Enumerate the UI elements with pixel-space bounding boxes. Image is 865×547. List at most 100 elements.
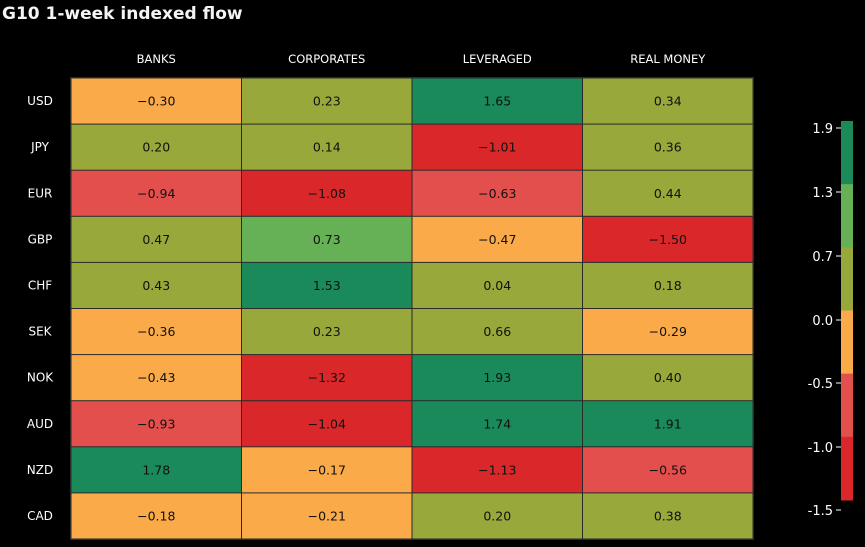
row-label: AUD xyxy=(27,417,53,431)
cell-value-label: −0.29 xyxy=(649,324,687,339)
colorbar-tick-label: -1.5 xyxy=(808,504,833,519)
heatmap-cell xyxy=(242,170,412,216)
row-label: USD xyxy=(27,94,53,108)
heatmap-cell xyxy=(71,124,241,170)
cell-value-label: 0.73 xyxy=(313,232,341,247)
heatmap-cell xyxy=(242,401,412,447)
cell-value-label: −0.17 xyxy=(308,462,346,477)
colorbar-band xyxy=(841,121,853,185)
heatmap-cell xyxy=(71,401,241,447)
heatmap-cell xyxy=(412,170,582,216)
cell-value-label: 0.47 xyxy=(142,232,170,247)
heatmap-cell xyxy=(71,262,241,308)
row-label: JPY xyxy=(30,140,50,154)
heatmap-cell xyxy=(71,309,241,355)
row-label: CAD xyxy=(27,509,53,523)
cell-value-label: 1.65 xyxy=(483,94,511,109)
heatmap-cell xyxy=(583,355,753,401)
row-label: NZD xyxy=(27,463,53,477)
colorbar-band xyxy=(841,247,853,311)
heatmap-cell xyxy=(412,355,582,401)
cell-value-label: −1.13 xyxy=(478,462,516,477)
heatmap-cell xyxy=(412,309,582,355)
cell-value-label: 1.74 xyxy=(483,416,511,431)
cell-value-label: 0.36 xyxy=(654,140,682,155)
heatmap-cell xyxy=(583,262,753,308)
heatmap-cell xyxy=(242,78,412,124)
cell-value-label: −1.04 xyxy=(308,416,346,431)
cell-value-label: 0.34 xyxy=(654,94,682,109)
heatmap-cell xyxy=(242,447,412,493)
cell-value-label: 0.20 xyxy=(483,508,511,523)
heatmap-cell xyxy=(242,355,412,401)
cell-value-label: −0.93 xyxy=(137,416,175,431)
heatmap-cell xyxy=(71,447,241,493)
colorbar-tick-label: 0.0 xyxy=(812,314,833,329)
cell-value-label: −0.56 xyxy=(649,462,687,477)
cell-value-label: −0.43 xyxy=(137,370,175,385)
cell-value-label: 0.04 xyxy=(483,278,511,293)
cell-value-label: 0.20 xyxy=(142,140,170,155)
heatmap-cell xyxy=(242,262,412,308)
heatmap-cell xyxy=(412,124,582,170)
cell-value-label: −0.21 xyxy=(308,508,346,523)
cell-value-label: −1.01 xyxy=(478,140,516,155)
cell-value-label: 1.93 xyxy=(483,370,511,385)
heatmap-cell xyxy=(412,401,582,447)
heatmap-cell xyxy=(242,309,412,355)
chart-title: G10 1-week indexed flow xyxy=(2,4,243,24)
heatmap-cell xyxy=(242,124,412,170)
heatmap-cell xyxy=(583,78,753,124)
heatmap-cell xyxy=(412,262,582,308)
column-header: REAL MONEY xyxy=(630,52,706,66)
row-label: NOK xyxy=(27,371,54,385)
cell-value-label: 1.53 xyxy=(313,278,341,293)
cell-value-label: 0.23 xyxy=(313,324,341,339)
cell-value-label: 0.23 xyxy=(313,94,341,109)
column-header: CORPORATES xyxy=(288,52,365,66)
heatmap-cell xyxy=(583,447,753,493)
heatmap-cell xyxy=(583,124,753,170)
heatmap-cell xyxy=(71,170,241,216)
heatmap-cell xyxy=(583,216,753,262)
row-label: EUR xyxy=(28,186,53,200)
colorbar-tick-label: -1.0 xyxy=(808,441,833,456)
colorbar-band xyxy=(841,436,853,501)
column-header: LEVERAGED xyxy=(463,52,532,66)
cell-value-label: 0.18 xyxy=(654,278,682,293)
cell-value-label: 0.43 xyxy=(142,278,170,293)
cell-value-label: −1.08 xyxy=(308,186,346,201)
cell-value-label: 0.38 xyxy=(654,508,682,523)
cell-value-label: −0.18 xyxy=(137,508,175,523)
heatmap-cell xyxy=(583,170,753,216)
colorbar-tick-label: -0.5 xyxy=(808,377,833,392)
heatmap-cell xyxy=(71,216,241,262)
colorbar-tick-label: 1.3 xyxy=(812,186,833,201)
heatmap-cell xyxy=(71,78,241,124)
heatmap-cell xyxy=(242,216,412,262)
colorbar-band xyxy=(841,310,853,375)
cell-value-label: 0.14 xyxy=(313,140,341,155)
heatmap-cell xyxy=(71,355,241,401)
cell-value-label: 0.44 xyxy=(654,186,682,201)
cell-value-label: 1.78 xyxy=(142,462,170,477)
heatmap-cell xyxy=(583,309,753,355)
colorbar-band xyxy=(841,373,853,438)
cell-value-label: −0.47 xyxy=(478,232,516,247)
row-label: SEK xyxy=(28,325,52,339)
heatmap-cell xyxy=(412,216,582,262)
cell-value-label: −0.94 xyxy=(137,186,175,201)
heatmap-cell xyxy=(412,493,582,539)
cell-value-label: 1.91 xyxy=(654,416,682,431)
heatmap-cell xyxy=(242,493,412,539)
heatmap-cell xyxy=(412,447,582,493)
heatmap-cell xyxy=(583,493,753,539)
cell-value-label: −0.36 xyxy=(137,324,175,339)
heatmap-cell xyxy=(71,493,241,539)
colorbar-tick-label: 1.9 xyxy=(812,122,833,137)
cell-value-label: 0.40 xyxy=(654,370,682,385)
colorbar-tick-label: 0.7 xyxy=(812,250,833,265)
heatmap-cell xyxy=(583,401,753,447)
row-label: CHF xyxy=(28,278,52,292)
